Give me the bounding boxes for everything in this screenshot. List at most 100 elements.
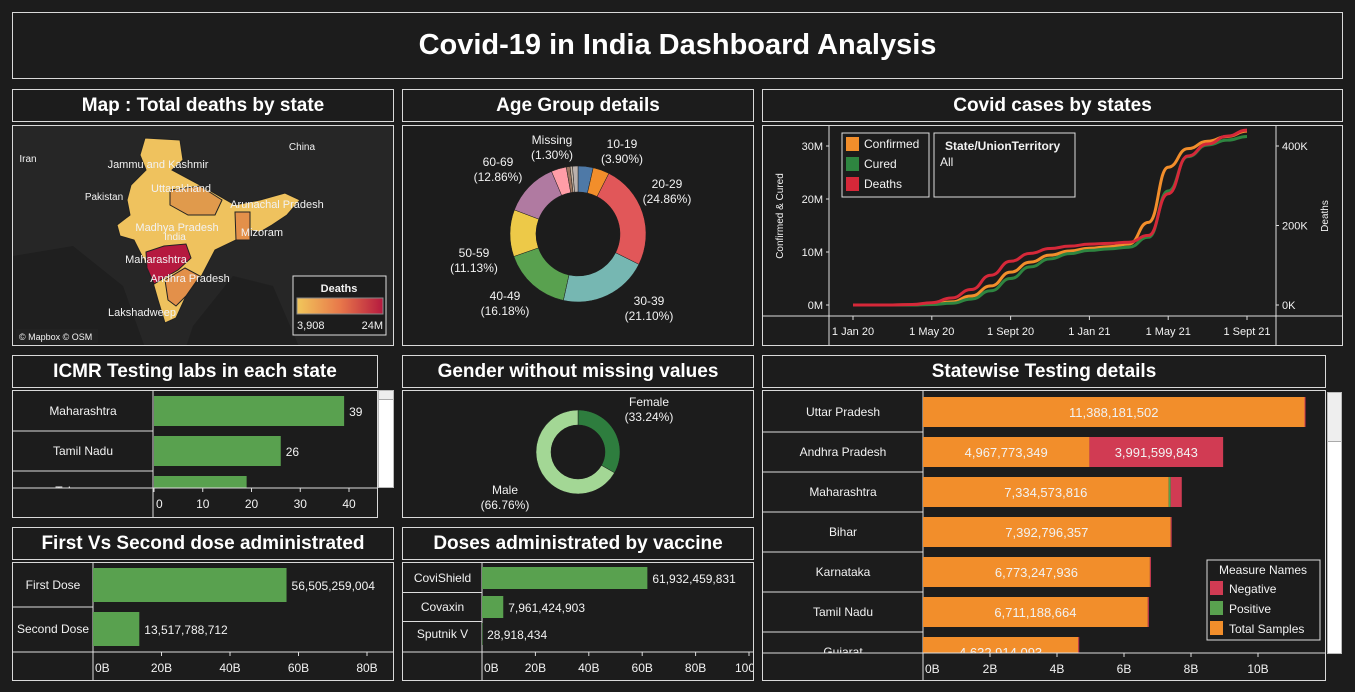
bar-row: First Dose 56,505,259,004: [13, 568, 376, 608]
category-label: Second Dose: [17, 622, 89, 636]
scroll-thumb[interactable]: [379, 391, 393, 400]
x-tick: 4B: [1050, 662, 1065, 676]
legend-swatch: [1210, 581, 1223, 595]
bar-row: Karnataka 6,773,247,936: [763, 557, 1151, 593]
y-tick-left: 20M: [802, 194, 823, 206]
bar-segment-negative: [1089, 437, 1224, 467]
bar-segment-negative: [1149, 557, 1151, 587]
slice-label: 40-49: [490, 289, 521, 303]
bar-row: Sputnik V 28,918,434: [417, 623, 547, 645]
bar-row: Second Dose 13,517,788,712: [17, 612, 228, 646]
x-tick: 6B: [1117, 662, 1132, 676]
category-label: Maharashtra: [49, 404, 117, 418]
bar-value-label: 56,505,259,004: [292, 579, 376, 593]
map-label: Uttarakhand: [151, 183, 211, 195]
series-line-deaths: [853, 128, 1248, 307]
chart-svg: 10-19(3.90%) 20-29(24.86%) 30-39(21.10%) 40…: [450, 133, 691, 323]
cases-legend: Confirmed Cured Deaths: [841, 132, 930, 198]
y-tick-left: 0M: [808, 300, 823, 312]
y-axis-label-right: Deaths: [1320, 200, 1331, 232]
map-label: Madhya Pradesh: [135, 222, 218, 234]
statewise-scrollbar[interactable]: [1327, 392, 1342, 654]
bar-row: Maharashtra 39: [13, 396, 363, 432]
donut-slice: [596, 173, 647, 265]
bar: [154, 436, 281, 466]
legend-label: Confirmed: [864, 137, 919, 151]
bar-value-label: 13,517,788,712: [144, 623, 228, 637]
bar-segment-total-samples: [923, 397, 1305, 427]
chart-svg: Uttar Pradesh 11,388,181,502 Andhra Prades…: [763, 391, 1325, 680]
chart-svg: CoviShield 61,932,459,831 Covaxin 7,961,424…: [403, 563, 753, 680]
category-label: Tamil Nadu: [53, 444, 113, 458]
donut-slice: [513, 247, 570, 301]
y-tick-right: 400K: [1282, 141, 1308, 153]
slice-label: Male: [492, 483, 518, 497]
map-label: Andhra Pradesh: [150, 273, 230, 285]
map-panel[interactable]: Iran China Pakistan India Jammu and Kashmir U…: [12, 125, 394, 346]
map-label: Pakistan: [85, 192, 123, 203]
chart-svg: Iran China Pakistan India Jammu and Kashmir U…: [13, 126, 393, 345]
state-karnataka: [164, 267, 201, 307]
legend-title: Measure Names: [1219, 563, 1307, 577]
bar-segment-total-samples: [923, 597, 1148, 627]
legend-label: Total Samples: [1229, 622, 1304, 636]
state-maharashtra: [145, 243, 192, 285]
scroll-thumb[interactable]: [1328, 393, 1341, 442]
bar-value-label: 26: [286, 445, 300, 459]
bar: [93, 568, 287, 602]
x-tick: 20B: [525, 661, 546, 675]
map-label: Maharashtra: [125, 254, 188, 266]
y-axis-label-left: Confirmed & Cured: [775, 173, 786, 259]
filter-title: State/UnionTerritory: [945, 139, 1060, 153]
legend-label: Deaths: [864, 177, 902, 191]
legend-swatch: [1210, 621, 1223, 635]
x-tick: 0: [156, 497, 163, 511]
axis-area: [13, 652, 393, 680]
dashboard-title: Covid-19 in India Dashboard Analysis: [12, 12, 1343, 79]
bar-value-label: 28,918,434: [487, 628, 547, 642]
category-label: Uttar Pradesh: [806, 405, 880, 419]
axis-area: [13, 488, 377, 517]
bar-row: Bihar 7,392,796,357: [763, 517, 1172, 553]
y-tick-left: 10M: [802, 247, 823, 259]
bar: [93, 612, 140, 646]
slice-label: Missing: [532, 133, 573, 147]
bar-value-label: 6,773,247,936: [995, 565, 1078, 580]
statewise-header: Statewise Testing details: [762, 355, 1326, 388]
bar: [482, 596, 504, 618]
legend-swatch: [846, 157, 859, 171]
x-tick: 2B: [983, 662, 998, 676]
slice-percent: (1.30%): [531, 148, 573, 162]
x-tick: 1 Jan 20: [832, 326, 874, 338]
bar-segment-total-samples: [923, 557, 1150, 587]
bar-value-label: 11,388,181,502: [1069, 405, 1158, 420]
measure-legend: Measure Names Negative Positive Total Sampl…: [1206, 559, 1321, 641]
x-tick: 40B: [578, 661, 599, 675]
dose-bar-panel: First Dose 56,505,259,004 Second Dose 13,51…: [12, 562, 394, 681]
donut-slice: [563, 252, 640, 303]
bar-segment-total-samples: [923, 517, 1171, 547]
bar-segment-total-samples: [923, 437, 1090, 467]
y-tick-right: 200K: [1282, 221, 1308, 233]
slice-percent: (21.10%): [625, 309, 674, 323]
x-tick: 10: [196, 497, 210, 511]
gender-header: Gender without missing values: [402, 355, 754, 388]
slice-percent: (16.18%): [481, 304, 530, 318]
age-header: Age Group details: [402, 89, 754, 122]
x-tick: 1 May 20: [909, 326, 954, 338]
icmr-scrollbar[interactable]: [378, 390, 394, 488]
x-tick: 80B: [685, 661, 706, 675]
map-header: Map : Total deaths by state: [12, 89, 394, 122]
x-tick: 0B: [95, 661, 110, 675]
chart-svg: Female(33.24%) Male(66.76%): [481, 395, 674, 512]
bar: [154, 396, 345, 426]
statewise-bar-panel: Uttar Pradesh 11,388,181,502 Andhra Prades…: [762, 390, 1326, 681]
category-label: Covaxin: [421, 600, 464, 614]
slice-percent: (11.13%): [450, 261, 498, 275]
slice-label: 60-69: [483, 155, 514, 169]
vaccine-header: Doses administrated by vaccine: [402, 527, 754, 560]
sea-arabian: [13, 246, 145, 345]
bar-row: Maharashtra 7,334,573,816: [763, 477, 1182, 513]
chart-svg: 0M 10M 20M 30M 0K 200K 400K 1 Jan 20 1 May 20 1 S…: [763, 126, 1342, 345]
